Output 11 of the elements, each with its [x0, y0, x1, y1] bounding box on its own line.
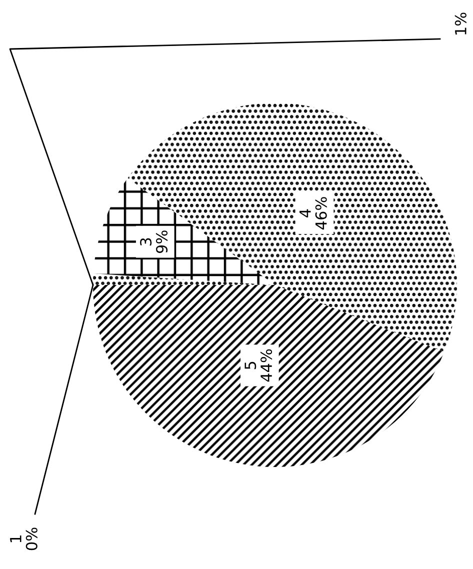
text: 0%: [26, 528, 38, 550]
pie-slice: [92, 285, 444, 468]
slice-label: 5: [244, 362, 256, 370]
data-label: 9%: [156, 230, 168, 253]
data-label: 46%: [315, 197, 327, 230]
slice-label: 4: [300, 209, 311, 218]
category-label: 1: [10, 536, 22, 542]
pie-slice: [93, 178, 275, 285]
slice-label: 3: [140, 238, 152, 246]
data-label: 44%: [260, 349, 272, 382]
data-label: 1%: [454, 12, 466, 34]
